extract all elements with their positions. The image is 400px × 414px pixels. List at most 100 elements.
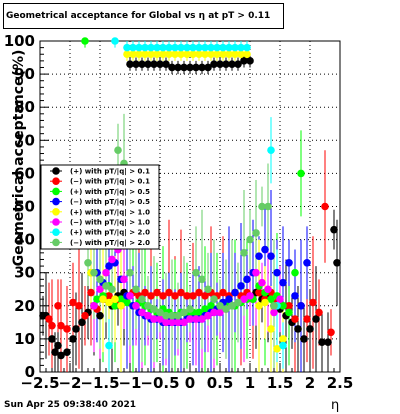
data-point: [162, 318, 170, 327]
data-point: [69, 298, 77, 307]
data-point: [153, 43, 161, 52]
data-point: [144, 302, 152, 310]
data-point: [297, 302, 305, 310]
data-point: [96, 311, 104, 320]
data-point: [63, 348, 71, 356]
data-point: [111, 302, 119, 310]
data-point: [246, 292, 254, 300]
data-point: [57, 321, 65, 330]
data-point: [105, 292, 113, 300]
data-point: [162, 60, 170, 68]
data-point: [207, 302, 215, 310]
data-point: [255, 302, 263, 310]
data-point: [270, 308, 278, 317]
data-point: [219, 43, 227, 52]
data-point: [204, 311, 212, 320]
data-point: [240, 57, 248, 65]
chart-title-box: Geometrical acceptance for Global vs η a…: [3, 3, 284, 29]
legend-label: (−) with pT/|q| > 0.1: [70, 178, 150, 187]
data-point: [312, 315, 320, 323]
data-point: [174, 63, 182, 72]
data-point: [213, 43, 221, 52]
data-point: [180, 63, 188, 72]
data-point: [180, 318, 188, 327]
data-point: [96, 285, 104, 294]
data-point: [279, 278, 287, 287]
data-point: [213, 50, 221, 59]
data-point: [63, 325, 71, 333]
data-point: [291, 268, 299, 277]
data-point: [243, 275, 251, 284]
data-point: [141, 288, 149, 297]
data-point: [258, 202, 266, 211]
data-point: [231, 288, 239, 297]
data-point: [57, 351, 65, 360]
data-point: [165, 288, 173, 297]
data-point: [207, 50, 215, 59]
data-point: [165, 43, 173, 52]
data-point: [78, 318, 86, 327]
legend-label: (+) with pT/|q| > 0.5: [70, 188, 150, 197]
data-point: [69, 335, 77, 343]
legend-box: [40, 164, 160, 250]
x-tick-label: 0: [185, 374, 195, 392]
data-point: [150, 305, 158, 313]
data-point: [111, 37, 119, 45]
data-point: [183, 292, 191, 300]
footer-date: Sun Apr 25 09:38:40 2021: [4, 400, 137, 410]
x-tick-label: 2: [305, 374, 315, 392]
data-point: [303, 258, 311, 267]
data-point: [123, 298, 131, 307]
x-tick-label: 1.5: [267, 374, 294, 392]
data-point: [177, 50, 185, 59]
data-point: [168, 63, 176, 72]
data-point: [168, 318, 176, 327]
data-point: [99, 295, 107, 303]
data-point: [306, 325, 314, 333]
data-point: [285, 302, 293, 310]
data-point: [177, 288, 185, 297]
y-tick-label: 100: [4, 32, 35, 50]
data-point: [48, 335, 56, 343]
data-point: [192, 63, 200, 72]
data-point: [216, 60, 224, 68]
x-axis-title: η: [331, 398, 340, 413]
data-point: [186, 305, 194, 313]
y-tick-label: 30: [14, 264, 35, 282]
data-point: [168, 311, 176, 320]
data-point: [105, 298, 113, 307]
chart-title: Geometrical acceptance for Global vs η a…: [6, 11, 271, 21]
legend: (+) with pT/|q| > 0.1(−) with pT/|q| > 0…: [40, 164, 160, 250]
data-point: [279, 341, 287, 350]
data-point: [75, 302, 83, 310]
data-point: [222, 60, 230, 68]
data-point: [132, 60, 140, 68]
data-point: [138, 295, 146, 303]
data-point: [258, 278, 266, 287]
data-point: [291, 315, 299, 323]
data-point: [267, 295, 275, 303]
legend-label: (+) with pT/|q| > 0.1: [70, 168, 150, 177]
data-point: [117, 295, 125, 303]
data-point: [297, 169, 305, 178]
data-point: [231, 50, 239, 59]
data-point: [243, 43, 251, 52]
data-point: [105, 341, 113, 350]
data-point: [126, 60, 134, 68]
data-point: [231, 43, 239, 52]
data-point: [264, 202, 272, 211]
data-point: [219, 50, 227, 59]
x-tick-label: −1.5: [80, 374, 119, 392]
data-point: [93, 295, 101, 303]
data-point: [147, 50, 155, 59]
data-point: [81, 311, 89, 320]
data-point: [189, 43, 197, 52]
data-point: [153, 50, 161, 59]
data-point: [195, 288, 203, 297]
data-point: [255, 288, 263, 297]
data-point: [108, 285, 116, 294]
data-point: [150, 315, 158, 323]
data-point: [273, 268, 281, 277]
y-tick-label: 40: [14, 231, 35, 249]
data-point: [123, 50, 131, 59]
